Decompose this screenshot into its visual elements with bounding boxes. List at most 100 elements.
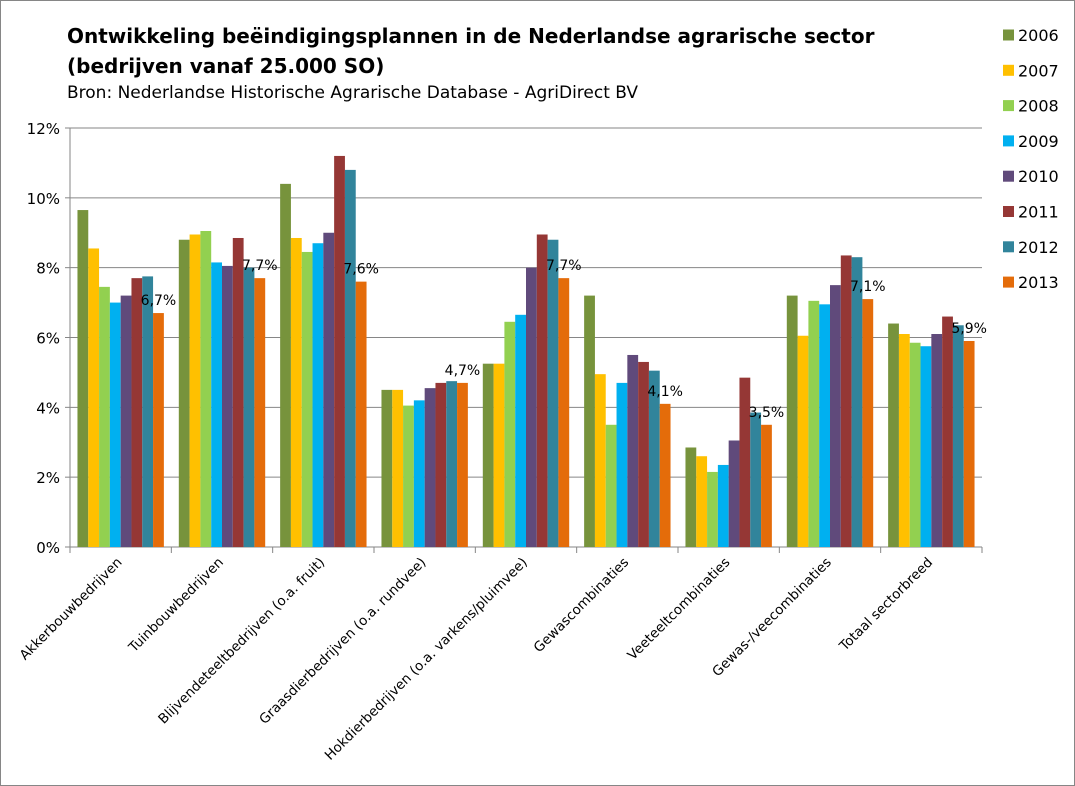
bar [323,232,335,547]
data-label: 7,7% [546,258,582,274]
bar [797,335,809,547]
y-tick-label: 4% [36,399,60,417]
bar [413,400,425,547]
legend-label: 2009 [1018,132,1059,151]
bar [558,278,570,547]
legend-swatch [1003,276,1014,288]
bar [312,243,324,547]
bar [457,382,468,547]
bar [142,276,154,547]
bar [888,323,899,547]
bar [493,363,505,547]
x-tick-label: Totaal sectorbreed [836,555,936,655]
bar [344,169,356,547]
legend-label: 2008 [1018,97,1059,116]
bar [515,314,526,547]
data-label: 4,7% [445,363,481,379]
legend-label: 2012 [1018,238,1059,257]
bar [819,304,830,547]
chart-subtitle: Bron: Nederlandse Historische Agrarische… [67,83,639,103]
data-label: 7,6% [343,262,379,278]
bar [99,286,110,547]
bar [392,389,404,547]
bar [280,183,291,547]
bar [648,370,660,547]
bar [109,302,121,547]
legend-label: 2013 [1018,273,1059,292]
bar [594,374,606,547]
bar [840,255,852,547]
bar [638,361,649,547]
bar [942,316,953,547]
bar [88,248,100,547]
data-label: 6,7% [141,293,177,309]
chart-title: Ontwikkeling beëindigingsplannen in de N… [67,24,875,78]
bar [963,340,975,547]
bar [77,210,89,547]
bar [424,388,436,547]
legend-label: 2011 [1018,203,1059,222]
x-tick-label: Blijvendeteeltbedrijven (o.a. fruit) [155,555,328,728]
x-tick-label: Veeteeltcombinaties [625,555,734,664]
bar [707,471,718,547]
legend-swatch [1003,241,1014,253]
bar [120,295,132,547]
bar [739,377,751,547]
legend-swatch [1003,64,1014,76]
legend-swatch [1003,170,1014,182]
bar [605,424,617,547]
bar [761,424,772,547]
bar [862,299,874,547]
legend-swatch [1003,135,1014,147]
bar [786,295,798,547]
bar [200,231,212,548]
x-tick-label: Akkerbouwbedrijven [17,555,126,664]
y-tick-label: 10% [27,190,60,208]
bar [403,405,414,547]
data-label: 7,7% [242,258,278,274]
bar [547,239,559,547]
x-tick-label: Gewas-/veecombinaties [709,555,835,681]
data-label: 4,1% [647,384,683,400]
y-tick-label: 8% [36,260,60,278]
y-tick-label: 0% [36,539,60,557]
bar [851,257,863,547]
y-tick-label: 2% [36,469,60,487]
bar [355,281,367,547]
bar [898,334,910,547]
bar [301,251,313,547]
bar [830,285,841,547]
bar [243,267,255,547]
bar [696,456,708,547]
x-tick-label: Hokdierbedrijven (o.a. varkens/pluimvee) [322,555,531,764]
bar [909,342,921,547]
bar [446,381,458,547]
legend-swatch [1003,29,1014,41]
bar [584,295,595,547]
bar [222,265,233,547]
bar [952,325,964,547]
bar [931,334,943,547]
bar [189,234,201,547]
bar [685,447,697,547]
bar [254,278,266,547]
bar [920,346,932,547]
data-label: 3,5% [749,405,785,421]
data-label: 5,9% [951,321,987,337]
bar [728,440,740,547]
y-tick-label: 6% [36,330,60,348]
bar [211,262,222,547]
legend-swatch [1003,100,1014,112]
bar [381,389,393,547]
bar [482,363,494,547]
bar [153,313,164,547]
legend-label: 2010 [1018,167,1059,186]
legend-label: 2007 [1018,61,1059,80]
bar [526,267,537,547]
bar [659,403,671,547]
bar [178,239,190,547]
y-tick-label: 12% [27,120,60,138]
legend-label: 2006 [1018,26,1059,45]
bar [290,237,302,548]
